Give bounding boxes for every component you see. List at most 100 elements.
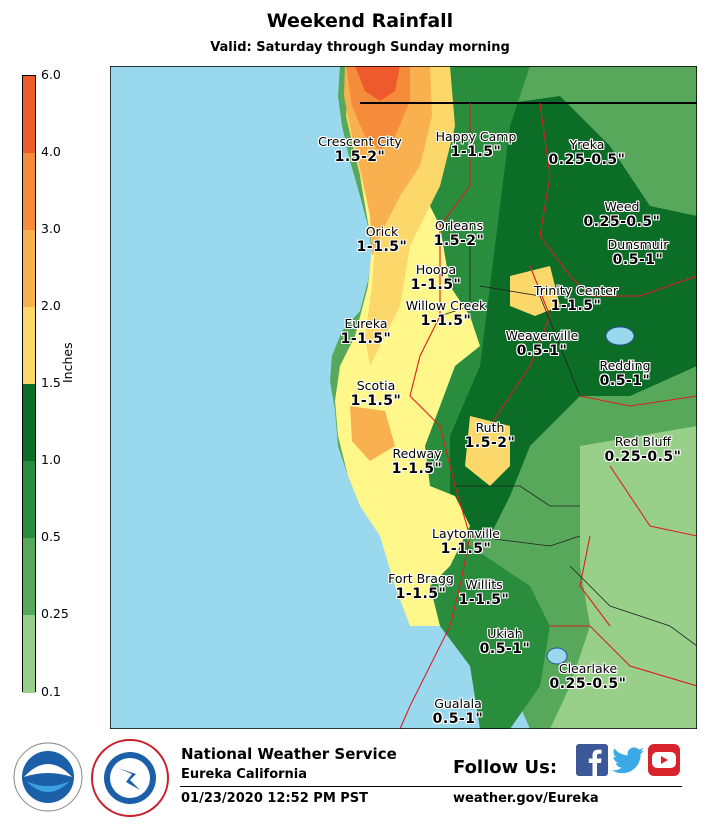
noaa-logo: NOAA (13, 742, 83, 812)
legend-band-1-1.5 (23, 384, 35, 461)
red-orange-zone (355, 66, 400, 101)
city-label-hoopa: Hoopa 1-1.5" (410, 263, 462, 294)
city-amount: 1-1.5" (356, 239, 408, 255)
city-amount: 1-1.5" (440, 541, 492, 557)
city-name: Orleans (434, 218, 484, 233)
city-name: Trinity Center (533, 283, 619, 298)
map-title: Weekend Rainfall (266, 10, 454, 32)
city-amount: 1-1.5" (420, 313, 472, 329)
city-name: Scotia (356, 378, 396, 393)
city-amount: 1.5-2" (464, 435, 516, 451)
city-name: Red Bluff (614, 434, 672, 449)
legend-tick: 0.5 (41, 529, 61, 544)
light-orange-trinity (510, 266, 560, 316)
city-name: Weaverville (505, 328, 579, 343)
city-amount: 1-1.5" (391, 461, 443, 477)
light-orange-ruth (465, 416, 510, 486)
city-label-orick: Orick 1-1.5" (356, 224, 408, 256)
city-label-redding: Redding 0.5-1" (599, 358, 651, 390)
city-label-red-bluff: Red Bluff 0.25-0.5" (604, 434, 682, 466)
light-green-zone (550, 426, 697, 729)
city-amount: 1-1.5" (410, 277, 462, 293)
city-name: Crescent City (318, 134, 402, 149)
city-name: Gualala (434, 696, 482, 711)
twitter-icon[interactable] (611, 744, 645, 776)
city-name: Redway (392, 446, 442, 461)
city-label-yreka: Yreka 0.25-0.5" (548, 137, 626, 169)
legend-tick: 2.0 (41, 298, 61, 313)
city-name: Dunsmuir (607, 237, 669, 252)
legend-title: Inches (60, 342, 75, 383)
website-link[interactable]: weather.gov/Eureka (453, 791, 599, 806)
city-label-redway: Redway 1-1.5" (391, 446, 443, 478)
legend-band-0.1-0.25 (23, 615, 35, 693)
city-name: Happy Camp (435, 129, 517, 144)
city-label-crescent-city: Crescent City 1.5-2" (318, 134, 402, 166)
nws-office-name: National Weather Service (181, 745, 397, 763)
legend-tick: 3.0 (41, 221, 61, 236)
city-amount: 1-1.5" (450, 144, 502, 160)
legend-tick: 0.1 (41, 684, 61, 699)
legend-tick: 4.0 (41, 144, 61, 159)
city-label-scotia: Scotia 1-1.5" (350, 378, 402, 410)
city-label-orleans: Orleans 1.5-2" (433, 218, 485, 250)
city-name: Weed (604, 199, 640, 214)
rainfall-legend (22, 75, 36, 693)
legend-tick: 1.5 (41, 375, 61, 390)
city-label-willow-creek: Willow Creek 1-1.5" (405, 298, 487, 330)
city-amount: 0.5-1" (516, 343, 568, 359)
city-name: Orick (365, 224, 399, 239)
city-label-happy-camp: Happy Camp 1-1.5" (435, 129, 517, 161)
city-amount: 0.25-0.5" (548, 152, 626, 168)
legend-band-2-3 (23, 230, 35, 307)
nws-office-location: Eureka California (181, 767, 308, 782)
city-amount: 1-1.5" (350, 393, 402, 409)
svg-text:NOAA: NOAA (34, 774, 63, 784)
city-name: Yreka (569, 137, 605, 152)
city-name: Ukiah (487, 626, 523, 641)
facebook-icon[interactable] (576, 744, 608, 776)
city-label-fort-bragg: Fort Bragg 1-1.5" (388, 571, 454, 603)
city-label-clearlake: Clearlake 0.25-0.5" (549, 662, 627, 693)
legend-tick: 6.0 (41, 67, 61, 82)
yellow-zone (335, 166, 480, 626)
follow-us-label: Follow Us: (453, 757, 558, 778)
city-amount: 0.25-0.5" (604, 449, 682, 465)
issued-timestamp: 01/23/2020 12:52 PM PST (181, 791, 369, 806)
footer-divider (180, 786, 682, 787)
city-name: Fort Bragg (388, 571, 454, 586)
city-label-laytonville: Laytonville 1-1.5" (432, 527, 500, 558)
orange-scotia (350, 406, 395, 461)
city-label-ruth: Ruth 1.5-2" (464, 420, 516, 452)
county-borders (399, 102, 697, 729)
nws-logo (91, 739, 169, 817)
legend-band-0.25-0.5 (23, 538, 35, 615)
city-label-eureka: Eureka 1-1.5" (340, 316, 392, 348)
map-subtitle: Valid: Saturday through Sunday morning (210, 40, 510, 55)
city-name: Willow Creek (405, 298, 487, 313)
city-amount: 1.5-2" (433, 233, 485, 249)
city-label-willits: Willits 1-1.5" (459, 577, 510, 609)
city-label-weed: Weed 0.25-0.5" (584, 199, 661, 231)
city-amount: 0.5-1" (599, 373, 651, 389)
city-name: Eureka (344, 316, 388, 331)
legend-band-4-6 (23, 76, 35, 153)
clear-lake (546, 647, 568, 665)
city-name: Redding (599, 358, 651, 373)
city-label-weaverville: Weaverville 0.5-1" (505, 328, 579, 360)
region-lines (439, 246, 697, 647)
rainfall-map[interactable] (110, 66, 697, 729)
city-label-gualala: Gualala 0.5-1" (433, 696, 484, 728)
city-amount: 1-1.5" (395, 586, 447, 602)
legend-tick: 1.0 (41, 452, 61, 467)
city-amount: 0.25-0.5" (549, 676, 627, 692)
city-amount: 1-1.5" (340, 331, 392, 347)
legend-band-1.5-2 (23, 307, 35, 384)
youtube-icon[interactable] (648, 744, 680, 776)
city-amount: 1-1.5" (550, 298, 602, 314)
city-amount: 0.5-1" (612, 252, 664, 268)
city-name: Ruth (475, 420, 505, 435)
city-label-ukiah: Ukiah 0.5-1" (480, 626, 531, 658)
city-label-trinity-center: Trinity Center 1-1.5" (533, 283, 619, 315)
city-name: Willits (465, 577, 503, 592)
